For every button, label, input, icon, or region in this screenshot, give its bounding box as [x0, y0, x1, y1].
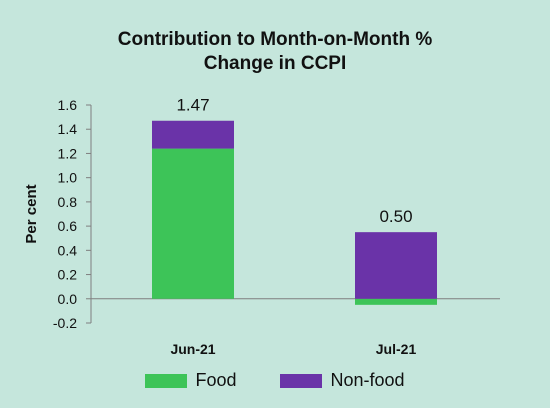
y-tick-label: 1.4 [58, 121, 78, 137]
x-category-label: Jul-21 [376, 341, 417, 357]
bar-food-jul-21 [355, 298, 437, 305]
y-tick-label: 1.2 [58, 145, 78, 161]
chart-title-line-2: Change in CCPI [203, 53, 347, 74]
legend-swatch-food [145, 373, 188, 388]
bar-non-food-jun-21 [152, 120, 234, 149]
legend-item-food: Food [145, 370, 236, 391]
y-axis-label: Per cent [23, 184, 40, 243]
chart-title: Contribution to Month-on-Month % Change … [0, 28, 550, 76]
legend-label-non-food: Non-food [330, 370, 405, 390]
legend-label-food: Food [195, 370, 237, 390]
legend-swatch-non-food [280, 373, 323, 388]
data-label-total: 1.47 [176, 96, 209, 115]
chart-title-line-1: Contribution to Month-on-Month % [117, 29, 433, 50]
data-label-total: 0.50 [379, 207, 412, 226]
y-tick-label: -0.2 [53, 315, 77, 331]
bar-non-food-jul-21 [355, 232, 437, 299]
x-category-label: Jun-21 [170, 341, 215, 357]
y-tick-label: 0.2 [58, 267, 78, 283]
y-tick-label: 1.0 [58, 170, 78, 186]
y-tick-label: 0.8 [58, 194, 78, 210]
y-tick-label: 0.4 [58, 242, 78, 258]
legend: Food Non-food [0, 370, 550, 391]
legend-item-non-food: Non-food [280, 370, 405, 391]
y-tick-label: 0.6 [58, 218, 78, 234]
bar-food-jun-21 [152, 148, 234, 299]
y-tick-label: 0.0 [58, 291, 78, 307]
y-tick-label: 1.6 [58, 97, 78, 113]
